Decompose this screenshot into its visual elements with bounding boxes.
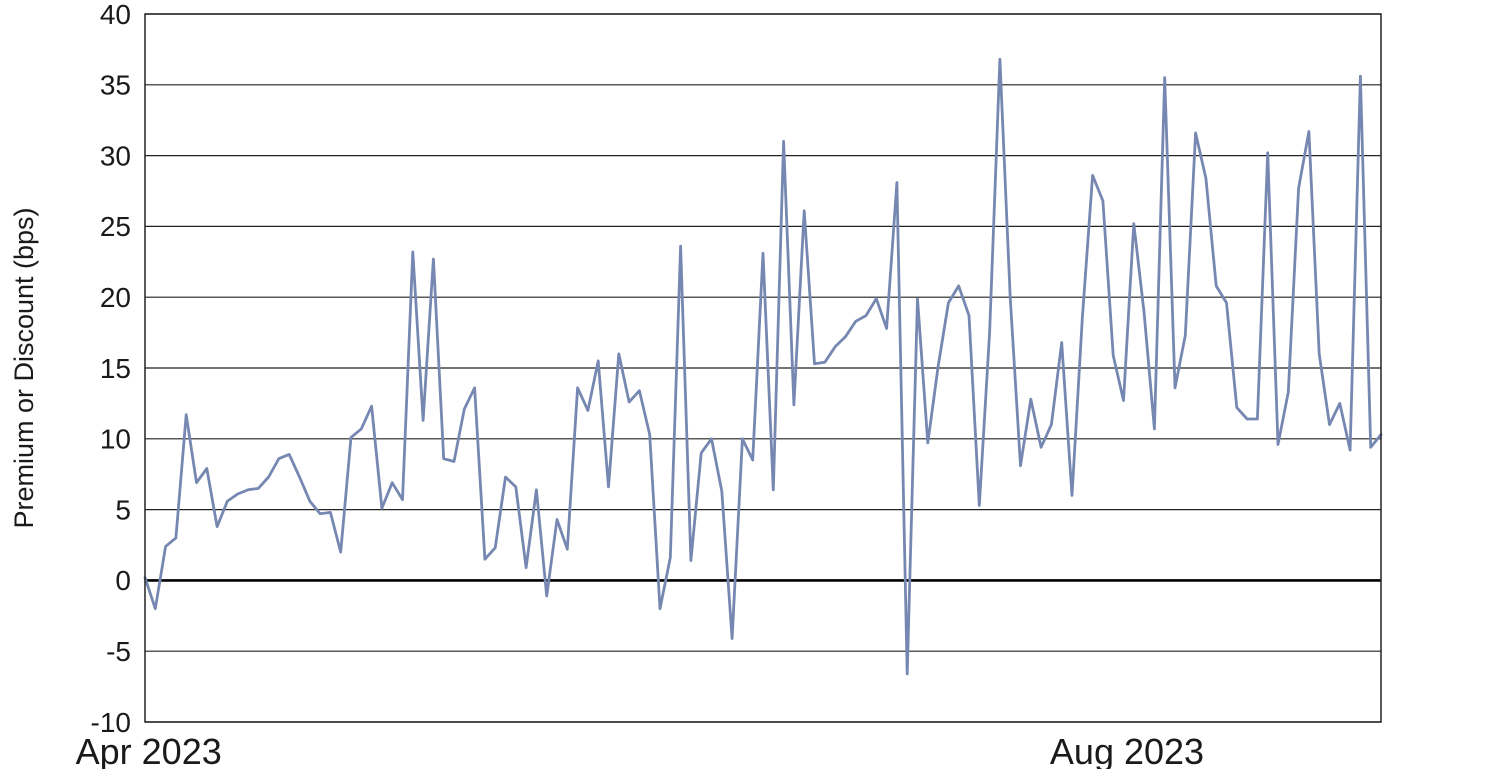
y-tick-label: 25 [100,211,131,242]
y-tick-label: 30 [100,140,131,171]
x-tick-label: Aug 2023 [1050,731,1204,769]
y-tick-label: 20 [100,282,131,313]
y-tick-label: 35 [100,70,131,101]
x-axis-tick-labels: Apr 2023 Aug 2023 [76,731,1204,769]
series-group [143,57,1383,676]
plot-border [144,13,1382,723]
y-tick-label: 10 [100,424,131,455]
series-line [143,57,1383,676]
x-tick-label: Apr 2023 [76,731,222,769]
y-tick-label: 0 [115,565,131,596]
gridlines [145,13,1381,723]
y-axis-title: Premium or Discount (bps) [9,207,39,528]
y-axis-tick-labels: 40 35 30 25 20 15 10 5 0 -5 -10 [91,0,131,738]
y-tick-label: 15 [100,353,131,384]
y-tick-label: 40 [100,0,131,30]
y-tick-label: 5 [115,494,131,525]
y-tick-label: -10 [91,707,131,738]
y-tick-label: -5 [106,636,131,667]
